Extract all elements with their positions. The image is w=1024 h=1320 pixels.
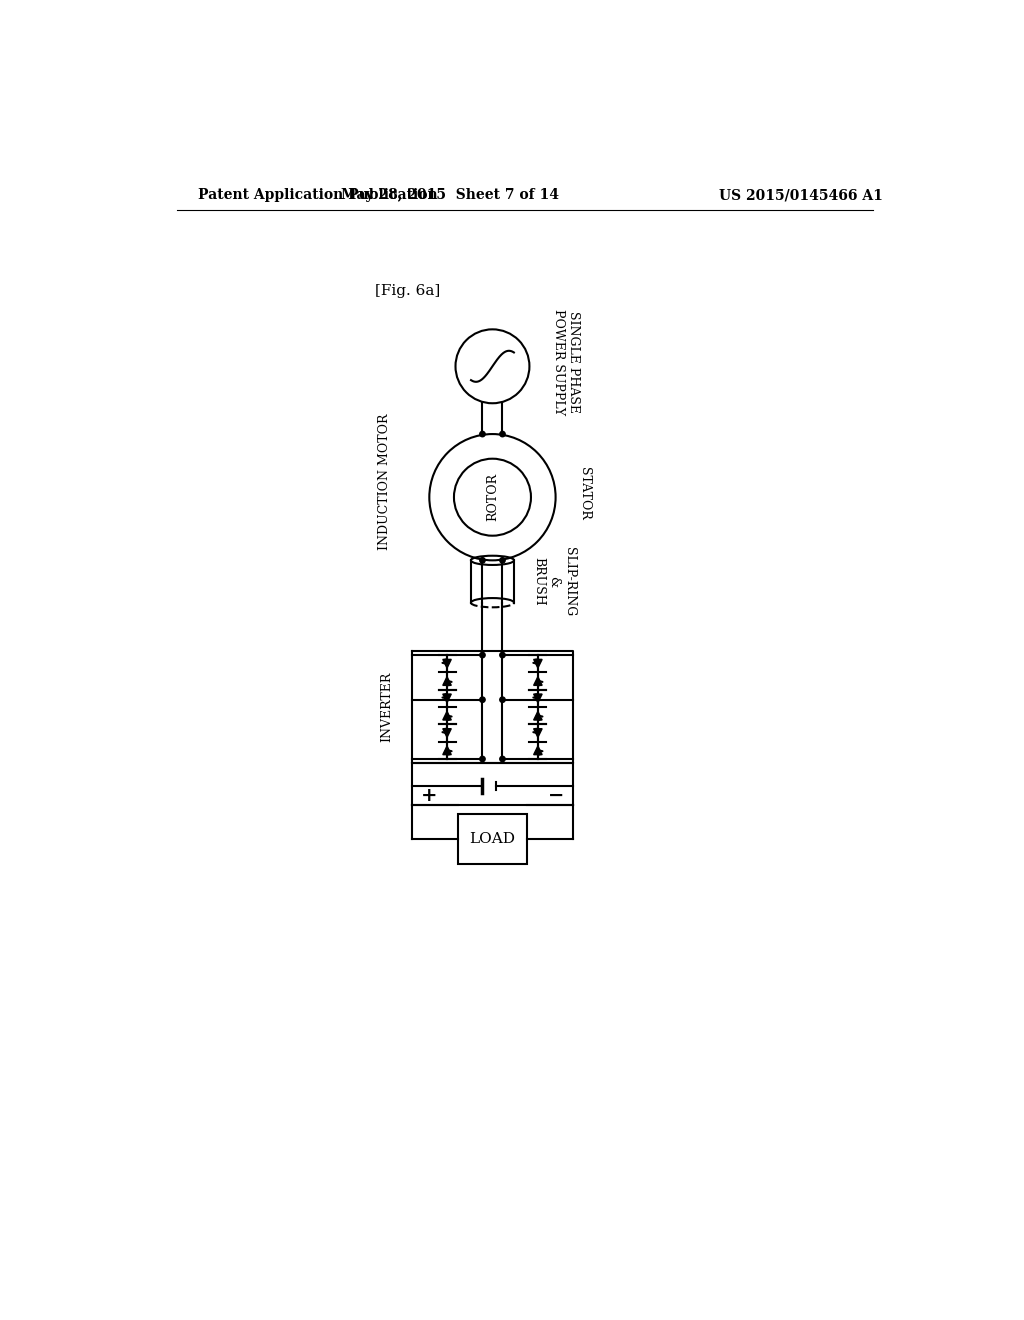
Polygon shape	[534, 729, 542, 738]
Text: US 2015/0145466 A1: US 2015/0145466 A1	[719, 189, 883, 202]
Polygon shape	[442, 694, 452, 702]
Circle shape	[500, 557, 505, 564]
Text: LOAD: LOAD	[469, 833, 515, 846]
Text: Patent Application Publication: Patent Application Publication	[199, 189, 438, 202]
Text: SINGLE PHASE
POWER SUPPLY: SINGLE PHASE POWER SUPPLY	[552, 309, 581, 416]
Circle shape	[500, 432, 505, 437]
Polygon shape	[534, 746, 542, 755]
Text: [Fig. 6a]: [Fig. 6a]	[376, 284, 440, 298]
Text: −: −	[548, 787, 564, 805]
Polygon shape	[442, 729, 452, 738]
Text: May 28, 2015  Sheet 7 of 14: May 28, 2015 Sheet 7 of 14	[341, 189, 559, 202]
Polygon shape	[534, 711, 542, 719]
Bar	[458, 814, 527, 865]
Circle shape	[480, 756, 485, 762]
Text: INVERTER: INVERTER	[381, 672, 393, 742]
Circle shape	[500, 652, 505, 657]
Circle shape	[480, 432, 485, 437]
Polygon shape	[442, 746, 452, 755]
Circle shape	[500, 756, 505, 762]
Polygon shape	[534, 660, 542, 668]
Circle shape	[480, 652, 485, 657]
Circle shape	[480, 697, 485, 702]
Text: STATOR: STATOR	[579, 467, 592, 520]
Polygon shape	[534, 677, 542, 685]
Text: +: +	[421, 787, 437, 805]
Text: SLIP-RING
&
BRUSH: SLIP-RING & BRUSH	[532, 546, 575, 616]
Circle shape	[500, 697, 505, 702]
Polygon shape	[534, 694, 542, 702]
Polygon shape	[442, 677, 452, 685]
Polygon shape	[442, 660, 452, 668]
Polygon shape	[442, 711, 452, 719]
Text: INDUCTION MOTOR: INDUCTION MOTOR	[378, 413, 391, 550]
Text: ROTOR: ROTOR	[486, 473, 499, 521]
Circle shape	[480, 557, 485, 564]
